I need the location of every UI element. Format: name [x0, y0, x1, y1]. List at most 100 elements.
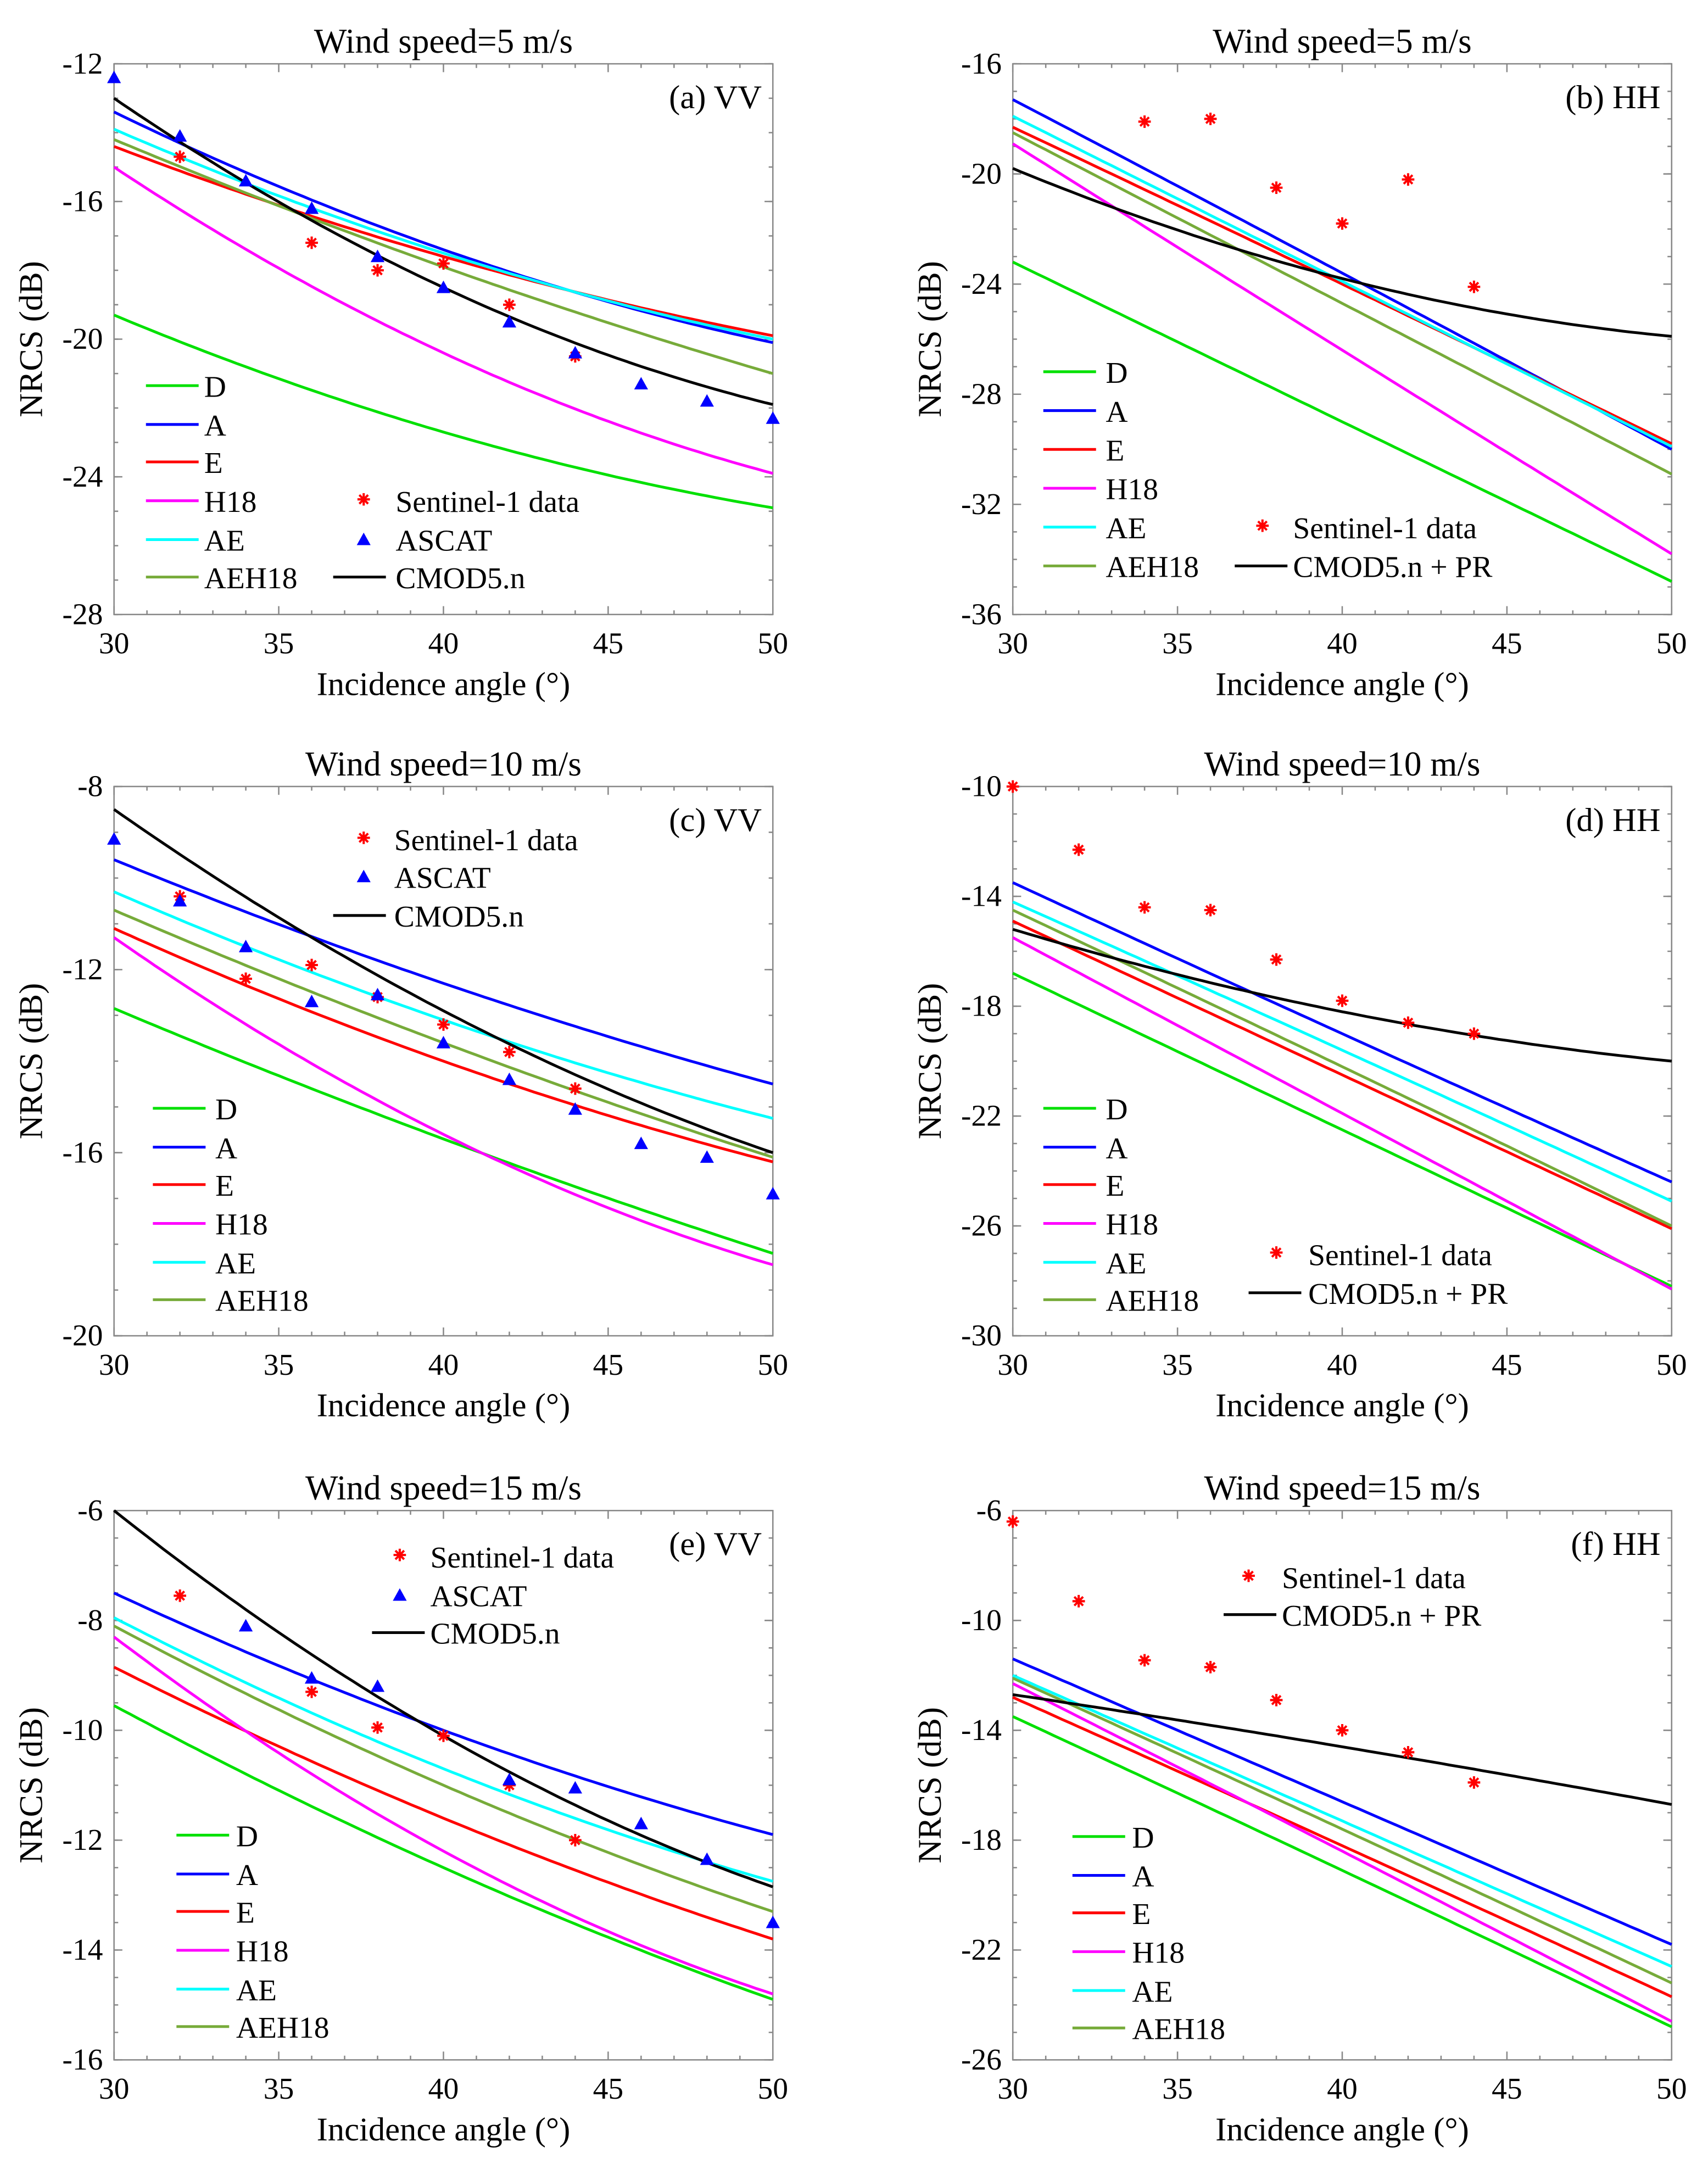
y-tick-label: -22: [961, 1933, 1002, 1967]
legend-label: E: [204, 446, 223, 480]
y-tick-label: -24: [961, 267, 1002, 301]
y-tick-label: -8: [77, 769, 103, 804]
y-axis-label: NRCS (dB): [13, 983, 49, 1140]
legend-label: D: [1132, 1821, 1154, 1855]
series-line-aeh18: [113, 1625, 774, 1913]
y-tick-label: -26: [961, 2043, 1002, 2077]
y-tick-label: -16: [961, 47, 1002, 81]
series-line-ae: [1012, 900, 1672, 1203]
series-line-cmod5-n-pr: [1012, 1693, 1672, 1806]
legend-marker-star: [357, 493, 370, 506]
ascat-point: [436, 1036, 451, 1049]
sentinel-point: [1467, 280, 1481, 293]
ascat-point: [766, 411, 780, 424]
legend-marker-triangle: [356, 532, 371, 545]
y-tick-label: -12: [62, 1823, 103, 1857]
legend-marker-star: [1242, 1569, 1255, 1582]
series-line-h18: [1012, 1682, 1672, 2023]
ascat-point: [766, 1915, 780, 1928]
series-line-cmod5-n: [113, 808, 774, 1155]
sentinel-point: [1467, 1776, 1481, 1789]
series-line-e: [1012, 1696, 1672, 1998]
sentinel-point: [1270, 181, 1283, 194]
x-tick-label: 50: [1656, 1348, 1687, 1382]
ascat-point: [700, 1852, 714, 1865]
series-line-cmod5-n-pr: [1012, 928, 1672, 1063]
x-axis-label: Incidence angle (°): [1215, 2111, 1469, 2148]
sentinel-point: [1402, 1745, 1415, 1759]
y-tick-label: -16: [62, 2043, 103, 2077]
legend-label: CMOD5.n + PR: [1308, 1277, 1508, 1311]
legend-label: AE: [215, 1246, 256, 1280]
sentinel-point: [1336, 217, 1349, 230]
x-axis-label: Incidence angle (°): [317, 666, 571, 702]
legend-label: AEH18: [1106, 1284, 1199, 1318]
legend-label: Sentinel-1 data: [1282, 1561, 1466, 1596]
legend-marker-triangle: [393, 1588, 407, 1601]
legend-label: D: [204, 370, 226, 404]
panel-label: (a) VV: [669, 79, 762, 116]
sentinel-point: [437, 257, 450, 270]
legend-marker-star: [393, 1548, 406, 1561]
ascat-point: [238, 1619, 253, 1632]
ascat-point: [634, 1816, 648, 1830]
y-axis-label: NRCS (dB): [912, 261, 948, 417]
sentinel-point: [437, 1729, 450, 1742]
legend-label: H18: [204, 485, 257, 519]
y-tick-label: -24: [62, 460, 103, 494]
x-axis-label: Incidence angle (°): [1215, 666, 1469, 702]
legend-marker-star: [357, 832, 370, 844]
y-tick-label: -22: [961, 1099, 1002, 1133]
legend-label: CMOD5.n + PR: [1282, 1599, 1481, 1633]
ascat-point: [304, 1671, 319, 1684]
legend-label: A: [236, 1858, 258, 1892]
sentinel-point: [1402, 1016, 1415, 1029]
series-line-cmod5-n: [113, 97, 773, 406]
sentinel-point: [437, 1018, 450, 1031]
x-axis-label: Incidence angle (°): [317, 2111, 571, 2148]
legend-label: H18: [1106, 1208, 1158, 1242]
series-line-d: [113, 314, 773, 510]
legend-label: Sentinel-1 data: [1308, 1238, 1492, 1272]
x-tick-label: 30: [99, 1348, 130, 1382]
y-tick-label: -28: [961, 377, 1002, 411]
sentinel-point: [305, 1685, 318, 1698]
sentinel-point: [371, 1721, 384, 1734]
y-axis-label: NRCS (dB): [912, 983, 948, 1140]
panel-title: Wind speed=5 m/s: [314, 22, 573, 60]
x-tick-label: 40: [428, 627, 459, 661]
y-tick-label: -14: [961, 1713, 1002, 1747]
legend-label: ASCAT: [394, 861, 491, 895]
x-tick-label: 30: [997, 627, 1028, 661]
y-tick-label: -10: [62, 1713, 103, 1747]
panel-a: 30 35 40 45 50 -12 -16 -20 -24 -28 Wind speed=5 m/…: [13, 22, 788, 702]
x-tick-label: 50: [1656, 2072, 1687, 2106]
x-tick-label: 50: [757, 1348, 788, 1382]
sentinel-point: [305, 236, 318, 249]
series-line-aeh18: [1012, 908, 1672, 1228]
x-tick-label: 50: [757, 2072, 788, 2106]
sentinel-point: [1072, 1594, 1085, 1608]
panel-title: Wind speed=15 m/s: [1204, 1469, 1481, 1507]
series-line-aeh18: [1012, 131, 1672, 476]
legend-label: H18: [215, 1208, 268, 1242]
legend-label: E: [1106, 1169, 1124, 1203]
y-tick-label: -14: [961, 879, 1002, 913]
sentinel-point: [1467, 1027, 1481, 1040]
y-axis-label: NRCS (dB): [13, 1707, 49, 1864]
legend-label: A: [1106, 1131, 1127, 1165]
legend-label: E: [1106, 433, 1124, 467]
y-tick-label: -20: [62, 1319, 103, 1353]
panel-label: (d) HH: [1565, 802, 1660, 839]
series-line-d: [113, 1007, 774, 1255]
sentinel-point: [1204, 904, 1217, 917]
legend-label: ASCAT: [395, 524, 492, 558]
sentinel-point: [1138, 1654, 1151, 1667]
x-tick-label: 45: [593, 1348, 624, 1382]
y-tick-label: -32: [961, 487, 1002, 521]
ascat-point: [502, 1072, 517, 1085]
legend-label: AE: [236, 1973, 277, 2007]
